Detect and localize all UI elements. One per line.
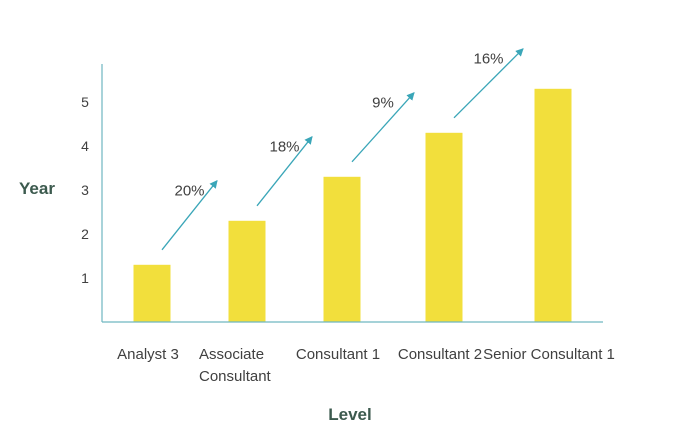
x-category-label: Associate xyxy=(199,346,264,363)
growth-percent-label: 9% xyxy=(372,94,394,111)
y-tick-label: 1 xyxy=(81,270,89,286)
x-axis-title: Level xyxy=(328,405,371,424)
growth-arrow xyxy=(256,136,313,207)
x-category-label: Consultant 1 xyxy=(296,346,380,363)
bar xyxy=(133,264,171,322)
x-category-label: Consultant xyxy=(199,368,272,385)
growth-arrow xyxy=(161,180,218,251)
bar xyxy=(323,176,361,322)
x-category-label: Analyst 3 xyxy=(117,346,179,363)
bar xyxy=(425,132,463,322)
y-tick-label: 2 xyxy=(81,226,89,242)
x-category-label: Consultant 2 xyxy=(398,346,482,363)
y-tick-label: 5 xyxy=(81,94,89,110)
y-tick-label: 3 xyxy=(81,182,89,198)
growth-percent-label: 16% xyxy=(473,50,503,67)
bar xyxy=(228,220,266,322)
bar xyxy=(534,88,572,322)
y-tick-label: 4 xyxy=(81,138,89,154)
growth-percent-label: 18% xyxy=(269,138,299,155)
growth-percent-label: 20% xyxy=(174,182,204,199)
y-axis-title: Year xyxy=(19,179,55,198)
x-category-label: Senior Consultant 1 xyxy=(483,346,615,363)
growth-arrow xyxy=(453,48,524,119)
growth-arrow xyxy=(351,92,415,163)
